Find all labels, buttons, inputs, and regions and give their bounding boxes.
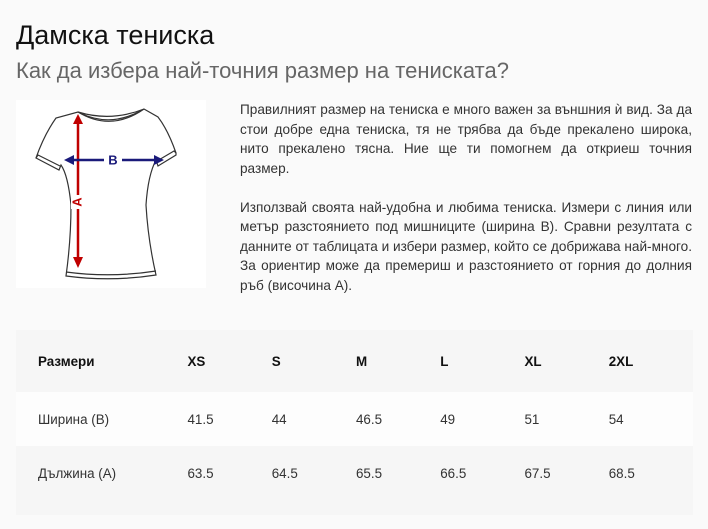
header-cell: L: [440, 353, 449, 369]
table-cell: 49: [440, 411, 456, 427]
header-cell: XS: [187, 353, 206, 369]
table-cell: 65.5: [355, 465, 383, 481]
page-title: Дамска тениска: [16, 20, 215, 50]
tshirt-measurement-diagram-icon: A B: [35, 108, 177, 280]
size-guide-description: Правилният размер на тениска е много важ…: [240, 100, 692, 315]
label-a: A: [69, 197, 84, 207]
row-label: Ширина (В): [38, 411, 110, 427]
size-table: Размери XS S M L XL 2XL Ширина (В) 41.5 …: [16, 330, 693, 515]
header-cell: Размери: [38, 353, 95, 369]
width-arrow-b: [64, 155, 164, 165]
table-header-row: Размери XS S M L XL 2XL: [16, 330, 693, 392]
table-cell: 63.5: [187, 465, 214, 481]
table-cell: 64.5: [271, 465, 298, 481]
tshirt-diagram: A B: [16, 100, 206, 288]
label-b: B: [108, 152, 117, 167]
table-footer-strip: [16, 500, 693, 515]
description-paragraph: Използвай своята най-удобна и любима тен…: [240, 199, 692, 293]
length-arrow-a: [71, 114, 85, 268]
table-row: Ширина (В) 41.5 44 46.5 49 51 54: [16, 392, 693, 446]
header-cell: 2XL: [608, 353, 634, 369]
table-cell: 51: [524, 411, 540, 427]
table-row: Дължина (А) 63.5 64.5 65.5 66.5 67.5 68.…: [16, 446, 693, 500]
table-cell: 46.5: [355, 411, 383, 427]
table-cell: 44: [271, 411, 287, 427]
row-label: Дължина (А): [38, 465, 117, 481]
header-cell: XL: [524, 353, 542, 369]
table-cell: 68.5: [608, 465, 635, 481]
table-cell: 67.5: [524, 465, 551, 481]
page-subtitle: Как да избера най-точния размер на тенис…: [16, 58, 509, 83]
header-cell: M: [355, 353, 368, 369]
table-cell: 41.5: [187, 411, 214, 427]
table-cell: 54: [608, 411, 624, 427]
description-paragraph: Правилният размер на тениска е много важ…: [240, 102, 692, 176]
header-cell: S: [271, 353, 281, 369]
table-cell: 66.5: [440, 465, 467, 481]
